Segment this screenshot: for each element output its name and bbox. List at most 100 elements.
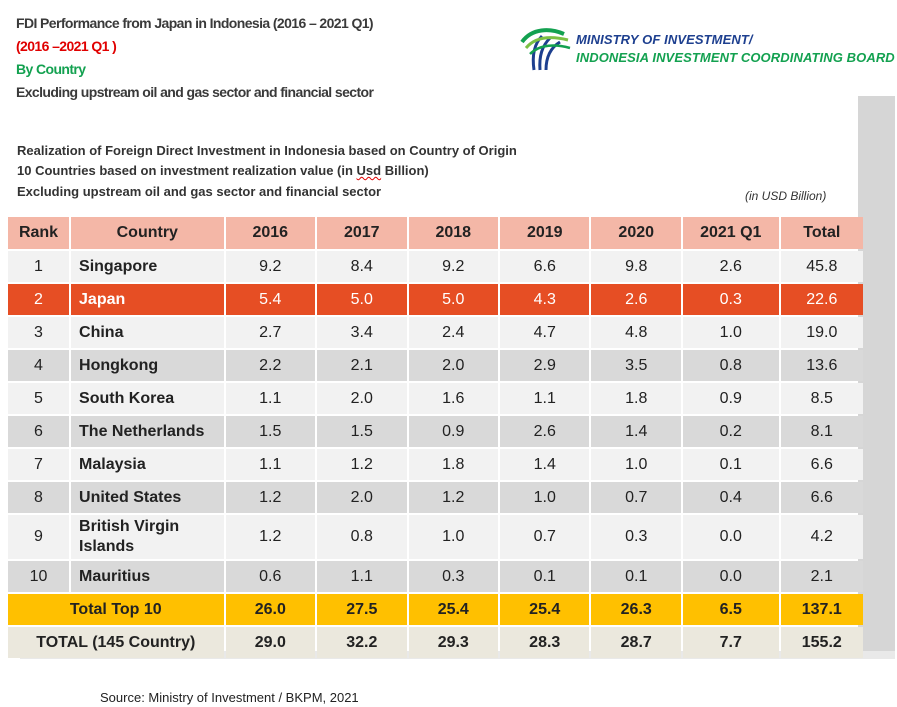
value-cell: 29.0 [225, 627, 316, 658]
rank-cell: 3 [8, 317, 70, 348]
value-cell: 1.5 [317, 416, 407, 447]
col-header-rank: Rank [8, 217, 70, 249]
value-cell: 1.0 [500, 482, 590, 513]
value-cell: 2.0 [317, 383, 407, 414]
table-row: 1 Singapore 9.2 8.4 9.2 6.6 9.8 2.6 45.8 [8, 251, 863, 282]
value-cell: 0.0 [682, 515, 779, 559]
table-row: 10 Mauritius 0.6 1.1 0.3 0.1 0.1 0.0 2.1 [8, 561, 863, 592]
rank-cell: 4 [8, 350, 70, 381]
col-header-2020: 2020 [591, 217, 681, 249]
fdi-table: Rank Country 2016 2017 2018 2019 2020 20… [6, 215, 865, 660]
value-cell: 2.6 [591, 284, 681, 315]
value-cell: 1.2 [408, 482, 498, 513]
value-cell: 4.8 [591, 317, 681, 348]
value-cell: 0.1 [500, 561, 590, 592]
value-cell: 1.8 [591, 383, 681, 414]
rank-cell: 5 [8, 383, 70, 414]
value-cell: 27.5 [317, 594, 407, 625]
value-cell: 0.8 [317, 515, 407, 559]
value-cell: 0.9 [408, 416, 498, 447]
value-cell: 1.0 [682, 317, 779, 348]
value-cell: 8.4 [317, 251, 407, 282]
value-cell: 0.1 [682, 449, 779, 480]
total-cell: 137.1 [780, 594, 863, 625]
value-cell: 2.4 [408, 317, 498, 348]
total-top10-label: Total Top 10 [8, 594, 224, 625]
decorative-shadow [858, 96, 895, 651]
col-header-2021q1: 2021 Q1 [682, 217, 779, 249]
value-cell: 32.2 [317, 627, 407, 658]
total-cell: 13.6 [780, 350, 863, 381]
value-cell: 5.4 [225, 284, 316, 315]
rank-cell: 9 [8, 515, 70, 559]
value-cell: 28.3 [500, 627, 590, 658]
value-cell: 2.7 [225, 317, 316, 348]
country-cell: South Korea [71, 383, 224, 414]
table-subtitle-2-pre: 10 Countries based on investment realiza… [17, 163, 357, 178]
table-header-row: Rank Country 2016 2017 2018 2019 2020 20… [8, 217, 863, 249]
value-cell: 7.7 [682, 627, 779, 658]
table-row: 4 Hongkong 2.2 2.1 2.0 2.9 3.5 0.8 13.6 [8, 350, 863, 381]
value-cell: 25.4 [408, 594, 498, 625]
value-cell: 0.2 [682, 416, 779, 447]
table-subtitle-2-usd: Usd [356, 163, 382, 178]
total-cell: 6.6 [780, 482, 863, 513]
value-cell: 29.3 [408, 627, 498, 658]
logo-line-ministry: MINISTRY OF INVESTMENT/ [576, 32, 753, 47]
value-cell: 2.6 [500, 416, 590, 447]
value-cell: 0.3 [408, 561, 498, 592]
country-cell: China [71, 317, 224, 348]
value-cell: 26.3 [591, 594, 681, 625]
grand-total-label: TOTAL (145 Country) [8, 627, 224, 658]
table-row: 3 China 2.7 3.4 2.4 4.7 4.8 1.0 19.0 [8, 317, 863, 348]
country-cell: The Netherlands [71, 416, 224, 447]
total-cell: 22.6 [780, 284, 863, 315]
value-cell: 6.5 [682, 594, 779, 625]
value-cell: 9.2 [408, 251, 498, 282]
by-country-label: By Country [16, 61, 86, 77]
value-cell: 4.3 [500, 284, 590, 315]
col-header-country: Country [71, 217, 224, 249]
country-cell: United States [71, 482, 224, 513]
value-cell: 0.1 [591, 561, 681, 592]
value-cell: 3.4 [317, 317, 407, 348]
value-cell: 0.8 [682, 350, 779, 381]
col-header-2018: 2018 [408, 217, 498, 249]
value-cell: 9.8 [591, 251, 681, 282]
value-cell: 4.7 [500, 317, 590, 348]
unit-note: (in USD Billion) [745, 189, 827, 203]
country-cell: British Virgin Islands [71, 515, 224, 559]
total-cell: 2.1 [780, 561, 863, 592]
value-cell: 0.3 [682, 284, 779, 315]
col-header-2019: 2019 [500, 217, 590, 249]
value-cell: 1.1 [225, 449, 316, 480]
exclusion-note: Excluding upstream oil and gas sector an… [16, 84, 374, 100]
value-cell: 1.6 [408, 383, 498, 414]
country-cell: Malaysia [71, 449, 224, 480]
value-cell: 2.0 [317, 482, 407, 513]
value-cell: 0.7 [500, 515, 590, 559]
value-cell: 2.2 [225, 350, 316, 381]
total-top10-row: Total Top 10 26.0 27.5 25.4 25.4 26.3 6.… [8, 594, 863, 625]
value-cell: 9.2 [225, 251, 316, 282]
value-cell: 1.1 [500, 383, 590, 414]
rank-cell: 8 [8, 482, 70, 513]
grand-total-row: TOTAL (145 Country) 29.0 32.2 29.3 28.3 … [8, 627, 863, 658]
value-cell: 0.3 [591, 515, 681, 559]
value-cell: 0.7 [591, 482, 681, 513]
total-cell: 4.2 [780, 515, 863, 559]
logo-line-board: INDONESIA INVESTMENT COORDINATING BOARD [576, 50, 895, 65]
value-cell: 1.2 [317, 449, 407, 480]
value-cell: 28.7 [591, 627, 681, 658]
rank-cell: 1 [8, 251, 70, 282]
value-cell: 5.0 [317, 284, 407, 315]
ministry-emblem-icon [520, 28, 571, 71]
total-cell: 45.8 [780, 251, 863, 282]
ministry-logo: MINISTRY OF INVESTMENT/ INDONESIA INVEST… [520, 26, 895, 72]
table-row-highlight: 2 Japan 5.4 5.0 5.0 4.3 2.6 0.3 22.6 [8, 284, 863, 315]
value-cell: 1.0 [408, 515, 498, 559]
period-subtitle: (2016 –2021 Q1 ) [16, 38, 117, 54]
value-cell: 1.2 [225, 515, 316, 559]
country-cell: Hongkong [71, 350, 224, 381]
total-cell: 19.0 [780, 317, 863, 348]
